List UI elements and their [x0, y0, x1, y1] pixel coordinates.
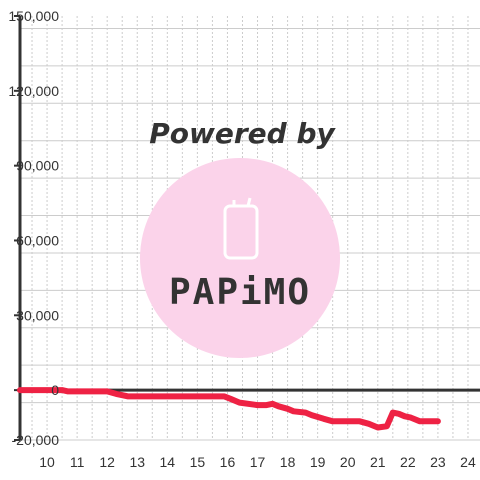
x-tick-label: 13 — [129, 454, 145, 470]
x-tick-label: 23 — [430, 454, 446, 470]
y-tick-label: 0 — [51, 382, 59, 398]
series-layer — [17, 387, 441, 431]
watermark-text: Powered by — [149, 117, 336, 150]
y-tick-label: 60,000 — [16, 232, 59, 248]
x-tick-label: 17 — [250, 454, 266, 470]
y-tick-label: 120,000 — [8, 83, 59, 99]
x-tick-label: 15 — [190, 454, 206, 470]
x-tick-label: 16 — [220, 454, 236, 470]
watermark: Powered by PAPiMO — [140, 117, 340, 358]
x-tick-label: 21 — [370, 454, 386, 470]
y-tick-labels: -20,000 0 30,000 60,000 90,000 120,000 150,000 — [8, 8, 59, 448]
x-tick-label: 24 — [460, 454, 476, 470]
series-line-0 — [17, 387, 441, 431]
y-tick-label: 150,000 — [8, 8, 59, 24]
x-tick-labels: 10 11 12 13 14 15 16 17 18 19 20 21 22 23 24 — [39, 454, 476, 470]
x-tick-label: 11 — [70, 454, 85, 470]
y-tick-label: 90,000 — [16, 158, 59, 174]
x-tick-label: 19 — [310, 454, 326, 470]
y-tick-label: -20,000 — [12, 432, 60, 448]
watermark-brand: PAPiMO — [169, 272, 311, 313]
x-tick-label: 14 — [160, 454, 176, 470]
x-tick-label: 10 — [39, 454, 55, 470]
x-tick-label: 12 — [99, 454, 115, 470]
y-tick-label: 30,000 — [16, 307, 59, 323]
x-tick-label: 22 — [400, 454, 416, 470]
x-tick-label: 18 — [280, 454, 296, 470]
x-tick-label: 20 — [340, 454, 356, 470]
phone-icon — [223, 197, 259, 260]
